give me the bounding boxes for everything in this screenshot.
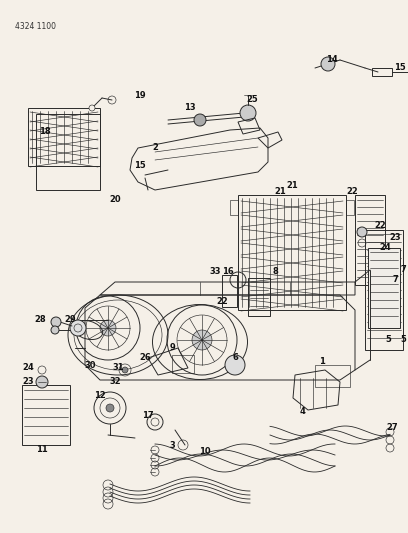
Text: 22: 22	[346, 188, 358, 197]
Text: 21: 21	[274, 188, 286, 197]
Text: 1: 1	[319, 358, 325, 367]
Text: 25: 25	[246, 95, 258, 104]
Text: 5: 5	[385, 335, 391, 344]
Text: 12: 12	[94, 391, 106, 400]
Text: 22: 22	[374, 221, 386, 230]
Text: 15: 15	[134, 160, 146, 169]
Text: 21: 21	[286, 181, 298, 190]
Bar	[28, 108, 100, 166]
Text: 14: 14	[326, 55, 338, 64]
Text: 5: 5	[400, 335, 406, 344]
Circle shape	[89, 105, 95, 111]
Circle shape	[240, 105, 256, 121]
Text: 23: 23	[22, 377, 34, 386]
Bar	[22, 385, 70, 445]
Circle shape	[225, 355, 245, 375]
Bar	[372, 68, 392, 76]
Text: 29: 29	[64, 316, 76, 325]
Bar	[238, 195, 346, 310]
Text: 3: 3	[169, 440, 175, 449]
Bar	[346, 200, 354, 215]
Bar	[222, 275, 237, 307]
Text: 4324 1100: 4324 1100	[15, 22, 56, 31]
Text: 18: 18	[39, 127, 51, 136]
Circle shape	[357, 227, 367, 237]
Bar	[365, 230, 403, 350]
Bar	[36, 114, 100, 190]
Circle shape	[36, 376, 48, 388]
Text: 22: 22	[216, 297, 228, 306]
Text: 13: 13	[184, 103, 196, 112]
Text: 24: 24	[379, 244, 391, 253]
Text: 23: 23	[389, 232, 401, 241]
Bar	[172, 355, 194, 373]
Text: 19: 19	[134, 91, 146, 100]
Text: 27: 27	[386, 424, 398, 432]
Text: 26: 26	[139, 353, 151, 362]
Circle shape	[51, 317, 61, 327]
Circle shape	[100, 320, 116, 336]
Text: 10: 10	[199, 448, 211, 456]
Text: 9: 9	[169, 343, 175, 352]
Text: 8: 8	[272, 268, 278, 277]
Text: 4: 4	[299, 408, 305, 416]
Circle shape	[321, 57, 335, 71]
Text: 32: 32	[109, 377, 121, 386]
Bar	[248, 278, 270, 316]
Circle shape	[70, 320, 86, 336]
Circle shape	[192, 330, 212, 350]
Text: 31: 31	[112, 364, 124, 373]
Text: 33: 33	[209, 268, 221, 277]
Bar	[368, 248, 400, 328]
Text: 2: 2	[152, 143, 158, 152]
Text: 24: 24	[22, 364, 34, 373]
Text: 7: 7	[392, 276, 398, 285]
Circle shape	[51, 326, 59, 334]
Text: 16: 16	[222, 268, 234, 277]
Text: 20: 20	[109, 196, 121, 205]
Text: 7: 7	[400, 265, 406, 274]
Text: 28: 28	[34, 316, 46, 325]
Circle shape	[122, 367, 128, 373]
Circle shape	[106, 404, 114, 412]
Text: 15: 15	[394, 63, 406, 72]
Text: 11: 11	[36, 446, 48, 455]
Circle shape	[194, 114, 206, 126]
Bar	[355, 195, 385, 285]
Text: 30: 30	[84, 360, 96, 369]
Text: 17: 17	[142, 410, 154, 419]
Bar	[315, 365, 350, 387]
Text: 6: 6	[232, 353, 238, 362]
Bar	[230, 200, 238, 215]
